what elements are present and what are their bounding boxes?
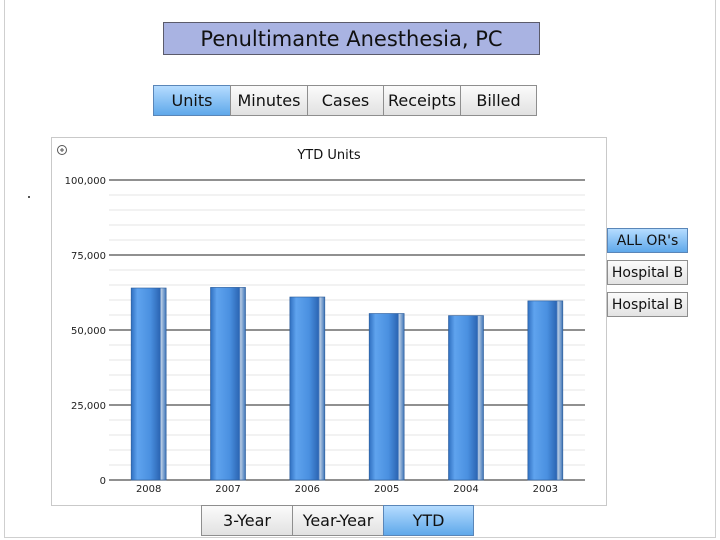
y-tick-label: 75,000 bbox=[71, 251, 106, 262]
chart-grid bbox=[109, 179, 585, 481]
y-tick-label: 25,000 bbox=[71, 401, 106, 412]
chart-title: YTD Units bbox=[296, 148, 360, 163]
y-tick-label: 100,000 bbox=[65, 176, 106, 187]
bar-2003[interactable] bbox=[527, 300, 564, 481]
x-tick-label: 2004 bbox=[453, 484, 478, 495]
chart-bars bbox=[130, 287, 564, 481]
ytd-units-chart: YTD Units 100,000 75,000 50,000 25,000 0 2008… bbox=[57, 145, 585, 495]
hospital-b-button-1[interactable]: Hospital B bbox=[607, 260, 688, 285]
location-buttons: ALL OR's Hospital B Hospital B bbox=[607, 228, 689, 324]
tab-billed[interactable]: Billed bbox=[460, 85, 537, 116]
page-title: Penultimante Anesthesia, PC bbox=[163, 22, 540, 55]
stray-mark bbox=[28, 196, 30, 198]
tab-3-year[interactable]: 3-Year bbox=[201, 505, 293, 536]
y-tick-label: 50,000 bbox=[71, 326, 106, 337]
y-tick-label: 0 bbox=[100, 476, 106, 487]
period-tabs: 3-Year Year-Year YTD bbox=[201, 505, 474, 536]
x-tick-label: 2006 bbox=[295, 484, 320, 495]
bar-2007[interactable] bbox=[210, 287, 246, 481]
x-tick-label: 2008 bbox=[136, 484, 161, 495]
x-tick-label: 2007 bbox=[215, 484, 240, 495]
hospital-b-button-2[interactable]: Hospital B bbox=[607, 292, 688, 317]
tab-receipts[interactable]: Receipts bbox=[383, 85, 461, 116]
chart-panel: YTD Units 100,000 75,000 50,000 25,000 0 2008… bbox=[51, 137, 607, 506]
metric-tabs: Units Minutes Cases Receipts Billed bbox=[153, 85, 537, 116]
app-frame bbox=[4, 0, 716, 538]
chart-labels: 100,000 75,000 50,000 25,000 0 2008 2007 2006 20… bbox=[65, 176, 558, 495]
bar-2005[interactable] bbox=[368, 313, 405, 481]
tab-minutes[interactable]: Minutes bbox=[230, 85, 308, 116]
tab-ytd[interactable]: YTD bbox=[383, 505, 474, 536]
x-tick-label: 2005 bbox=[374, 484, 399, 495]
all-ors-button[interactable]: ALL OR's bbox=[607, 228, 688, 253]
bar-2006[interactable] bbox=[289, 296, 326, 481]
tab-units[interactable]: Units bbox=[153, 85, 231, 116]
tab-cases[interactable]: Cases bbox=[307, 85, 384, 116]
x-tick-label: 2003 bbox=[533, 484, 558, 495]
zoom-icon[interactable] bbox=[57, 145, 67, 155]
bar-2008[interactable] bbox=[130, 287, 167, 481]
bar-2004[interactable] bbox=[448, 315, 484, 481]
tab-year-year[interactable]: Year-Year bbox=[292, 505, 384, 536]
